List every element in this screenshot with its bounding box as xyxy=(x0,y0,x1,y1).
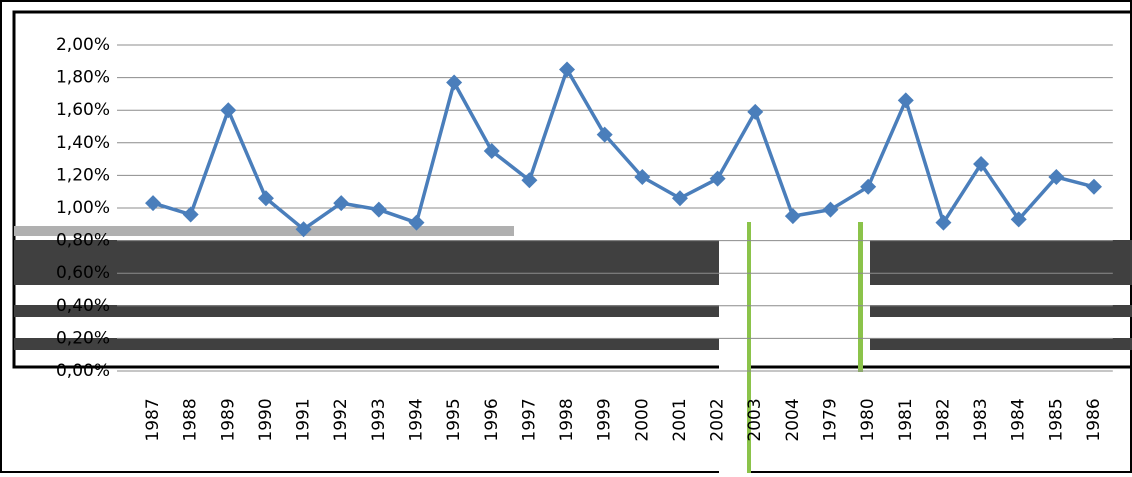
x-tick-label: 1984 xyxy=(1009,398,1029,441)
series-line xyxy=(152,67,1095,231)
x-tick-label: 1988 xyxy=(181,398,201,441)
x-tick-label: 1987 xyxy=(143,398,163,441)
data-point xyxy=(559,61,576,78)
artifact-band xyxy=(14,226,514,236)
artifact-band xyxy=(14,305,719,317)
data-point xyxy=(709,170,726,187)
x-tick-label: 1989 xyxy=(218,398,238,441)
data-point xyxy=(220,102,237,119)
y-tick-label: 0,20% xyxy=(56,328,110,348)
data-point xyxy=(860,178,877,195)
data-point xyxy=(784,208,801,225)
x-tick-label: 1979 xyxy=(821,398,841,441)
y-tick-label: 1,60% xyxy=(56,100,110,120)
x-tick-label: 2001 xyxy=(670,398,690,441)
x-tick-label: 2004 xyxy=(783,398,803,441)
data-point xyxy=(935,214,952,231)
artifact-band xyxy=(870,305,1132,317)
x-tick-label: 2002 xyxy=(708,398,728,441)
data-point xyxy=(145,195,162,212)
data-point xyxy=(1048,169,1065,186)
data-point xyxy=(1010,211,1027,228)
data-point xyxy=(973,155,990,172)
x-tick-label: 1996 xyxy=(482,398,502,441)
artifact-stripe xyxy=(858,222,863,372)
y-tick-label: 1,20% xyxy=(56,165,110,185)
y-tick-label: 1,40% xyxy=(56,133,110,153)
data-point xyxy=(370,201,387,218)
artifact-gap xyxy=(719,220,747,473)
data-point xyxy=(182,206,199,223)
x-tick-label: 1991 xyxy=(294,398,314,441)
x-tick-label: 1993 xyxy=(369,398,389,441)
artifact-band xyxy=(870,338,1132,350)
data-point xyxy=(408,214,425,231)
render-artifacts xyxy=(14,220,1132,473)
x-tick-label: 1986 xyxy=(1084,398,1104,441)
x-tick-label: 1999 xyxy=(595,398,615,441)
data-point xyxy=(671,190,688,207)
data-point xyxy=(822,201,839,218)
data-point xyxy=(295,221,312,238)
y-tick-label: 1,00% xyxy=(56,198,110,218)
x-tick-label: 2000 xyxy=(632,398,652,441)
x-tick-label: 1985 xyxy=(1046,398,1066,441)
y-tick-label: 1,80% xyxy=(56,68,110,88)
data-point xyxy=(257,190,274,207)
x-tick-label: 2003 xyxy=(745,398,765,441)
x-tick-label: 1997 xyxy=(519,398,539,441)
plot-frame xyxy=(12,10,1132,369)
y-tick-label: 0,40% xyxy=(56,296,110,316)
data-point xyxy=(596,126,613,143)
x-tick-label: 1983 xyxy=(971,398,991,441)
x-tick-label: 1995 xyxy=(444,398,464,441)
x-tick-label: 1998 xyxy=(557,398,577,441)
artifact-band xyxy=(14,338,719,350)
y-tick-label: 0,00% xyxy=(56,361,110,381)
x-tick-label: 1981 xyxy=(896,398,916,441)
data-point xyxy=(634,169,651,186)
y-tick-label: 2,00% xyxy=(56,35,110,55)
data-point xyxy=(446,74,463,91)
y-tick-label: 0,60% xyxy=(56,263,110,283)
y-tick-label: 0,80% xyxy=(56,231,110,251)
data-point xyxy=(897,92,914,109)
artifact-band xyxy=(14,240,719,285)
x-tick-label: 1982 xyxy=(933,398,953,441)
data-point xyxy=(521,172,538,189)
artifact-band xyxy=(870,240,1132,285)
x-tick-label: 1994 xyxy=(406,398,426,441)
data-point xyxy=(333,195,350,212)
x-tick-label: 1980 xyxy=(858,398,878,441)
artifact-stripe xyxy=(747,222,751,473)
x-tick-label: 1992 xyxy=(331,398,351,441)
data-point xyxy=(1085,178,1102,195)
data-point xyxy=(747,103,764,120)
x-tick-label: 1990 xyxy=(256,398,276,441)
data-point xyxy=(483,142,500,159)
